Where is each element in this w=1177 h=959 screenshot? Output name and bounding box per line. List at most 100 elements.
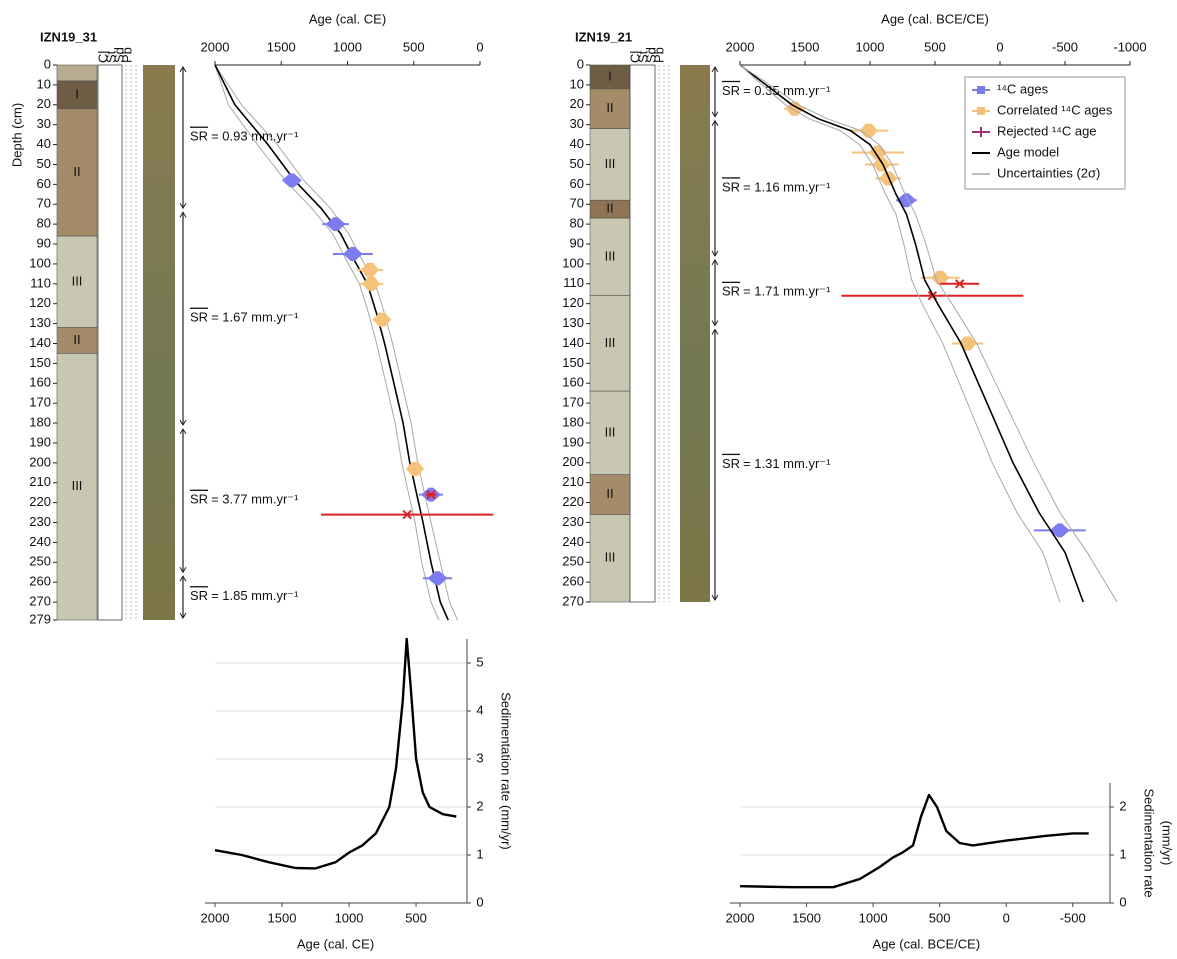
x-tick-label: 1000	[859, 910, 888, 925]
sr-symbol: SR	[190, 129, 208, 144]
y-tick-label: 80	[570, 216, 584, 231]
sr-arrowhead	[179, 612, 187, 619]
lithology-unit	[589, 390, 631, 476]
core-name: IZN19_21	[575, 29, 632, 44]
x-tick-label: -500	[1060, 910, 1086, 925]
y-tick-label: 140	[29, 335, 51, 350]
y-tick-label: 160	[562, 375, 584, 390]
y-tick-label: 150	[29, 355, 51, 370]
x-tick-label: 500	[405, 910, 427, 925]
y-tick-label: 40	[37, 136, 51, 151]
lithology-unit	[56, 235, 98, 328]
column-header: St	[635, 50, 650, 63]
sr-label: SR = 1.16 mm.yr⁻¹	[722, 180, 831, 195]
uncertainty-line	[739, 64, 1118, 603]
grain-size-column	[97, 64, 123, 621]
x-tick-label: 0	[996, 39, 1003, 54]
correlated-point	[362, 276, 381, 291]
y-tick-label: 4	[476, 702, 483, 717]
unit-label: III	[605, 424, 616, 439]
y-tick-label: 2	[476, 798, 483, 813]
y-tick-label: 90	[37, 235, 51, 250]
rate-line	[214, 637, 457, 870]
legend-marker	[977, 107, 985, 115]
x-axis-title: Age (cal. CE)	[297, 936, 374, 951]
core-photo	[680, 65, 710, 602]
unit-label: III	[72, 478, 83, 493]
sr-label: SR = 1.85 mm.yr⁻¹	[190, 589, 299, 604]
y-tick-label: 120	[562, 295, 584, 310]
unit-label: I	[608, 68, 612, 83]
y-tick-label: 70	[570, 196, 584, 211]
x-tick-label: 2000	[726, 39, 755, 54]
column-header: Pb	[119, 47, 134, 63]
y-tick-label: 190	[29, 434, 51, 449]
sr-value: = 3.77 mm.yr⁻¹	[211, 492, 299, 507]
legend-label: ¹⁴C ages	[997, 81, 1049, 96]
sr-symbol: SR	[722, 83, 740, 98]
column-header: Pb	[651, 47, 666, 63]
x-tick-label: 0	[476, 39, 483, 54]
lithology-unit	[56, 353, 98, 621]
legend-marker	[972, 127, 990, 137]
uncertainty-line	[739, 64, 1061, 603]
y-tick-label: 80	[37, 216, 51, 231]
sr-arrowhead	[179, 419, 187, 427]
sr-label: SR = 1.67 mm.yr⁻¹	[190, 310, 299, 325]
correlated-point	[931, 270, 950, 285]
sr-label: SR = 3.77 mm.yr⁻¹	[190, 492, 299, 507]
x-tick-label: 2000	[201, 910, 230, 925]
y-tick-label: 60	[570, 176, 584, 191]
unit-label: II	[73, 332, 80, 347]
rejected-point	[426, 489, 436, 500]
column-header: Cl	[95, 51, 110, 63]
sr-label: SR = 1.71 mm.yr⁻¹	[722, 284, 831, 299]
legend-label: Rejected ¹⁴C age	[997, 123, 1097, 138]
sr-arrowhead	[711, 250, 719, 257]
correlated-point	[872, 157, 891, 172]
y-tick-label: 230	[562, 514, 584, 529]
sr-arrowhead	[711, 66, 719, 73]
legend-label: Uncertainties (2σ)	[997, 165, 1100, 180]
y-tick-label: 130	[29, 315, 51, 330]
x-tick-label: 1500	[268, 910, 297, 925]
y-tick-label: 30	[570, 116, 584, 131]
y-tick-label: 250	[562, 554, 584, 569]
x-tick-label: -1000	[1113, 39, 1146, 54]
y-tick-label: 20	[37, 96, 51, 111]
correlated-point	[406, 461, 425, 476]
unit-label: III	[72, 273, 83, 288]
y-tick-label: 10	[570, 76, 584, 91]
column-header: Sd	[643, 47, 658, 63]
unit-label: III	[605, 550, 616, 565]
y-tick-label: 5	[476, 654, 483, 669]
y-tick-label: 250	[29, 554, 51, 569]
sr-arrowhead	[179, 66, 187, 73]
x-tick-label: 1500	[791, 39, 820, 54]
sr-arrowhead	[179, 202, 187, 210]
y-axis-title: Sedimentation rate	[1142, 788, 1157, 897]
y-tick-label: 1	[476, 846, 483, 861]
sr-label: SR = 0.93 mm.yr⁻¹	[190, 129, 299, 144]
y-tick-label: 130	[562, 315, 584, 330]
rate-line	[739, 793, 1089, 889]
sr-symbol: SR	[190, 492, 208, 507]
x-tick-label: 2000	[201, 39, 230, 54]
sr-label: SR = 1.31 mm.yr⁻¹	[722, 456, 831, 471]
column-header: St	[103, 50, 118, 63]
core-name: IZN19_31	[40, 29, 97, 44]
uncertainty-line	[214, 64, 440, 621]
sr-arrowhead	[179, 428, 187, 435]
y-axis-title: Sedimentation rate (mm/yr)	[499, 692, 514, 850]
x-axis-title: Age (cal. BCE/CE)	[873, 936, 981, 951]
y-tick-label: 110	[30, 275, 51, 290]
grain-size-column	[629, 64, 656, 603]
sr-value: = 0.35 mm.yr⁻¹	[743, 83, 831, 98]
sr-symbol: SR	[722, 180, 740, 195]
sr-arrowhead	[711, 328, 719, 335]
y-tick-label: 30	[37, 116, 51, 131]
sr-arrowhead	[179, 566, 187, 574]
lithology-unit	[589, 295, 631, 392]
sr-arrowhead	[711, 320, 719, 327]
x-tick-label: 1000	[335, 910, 364, 925]
